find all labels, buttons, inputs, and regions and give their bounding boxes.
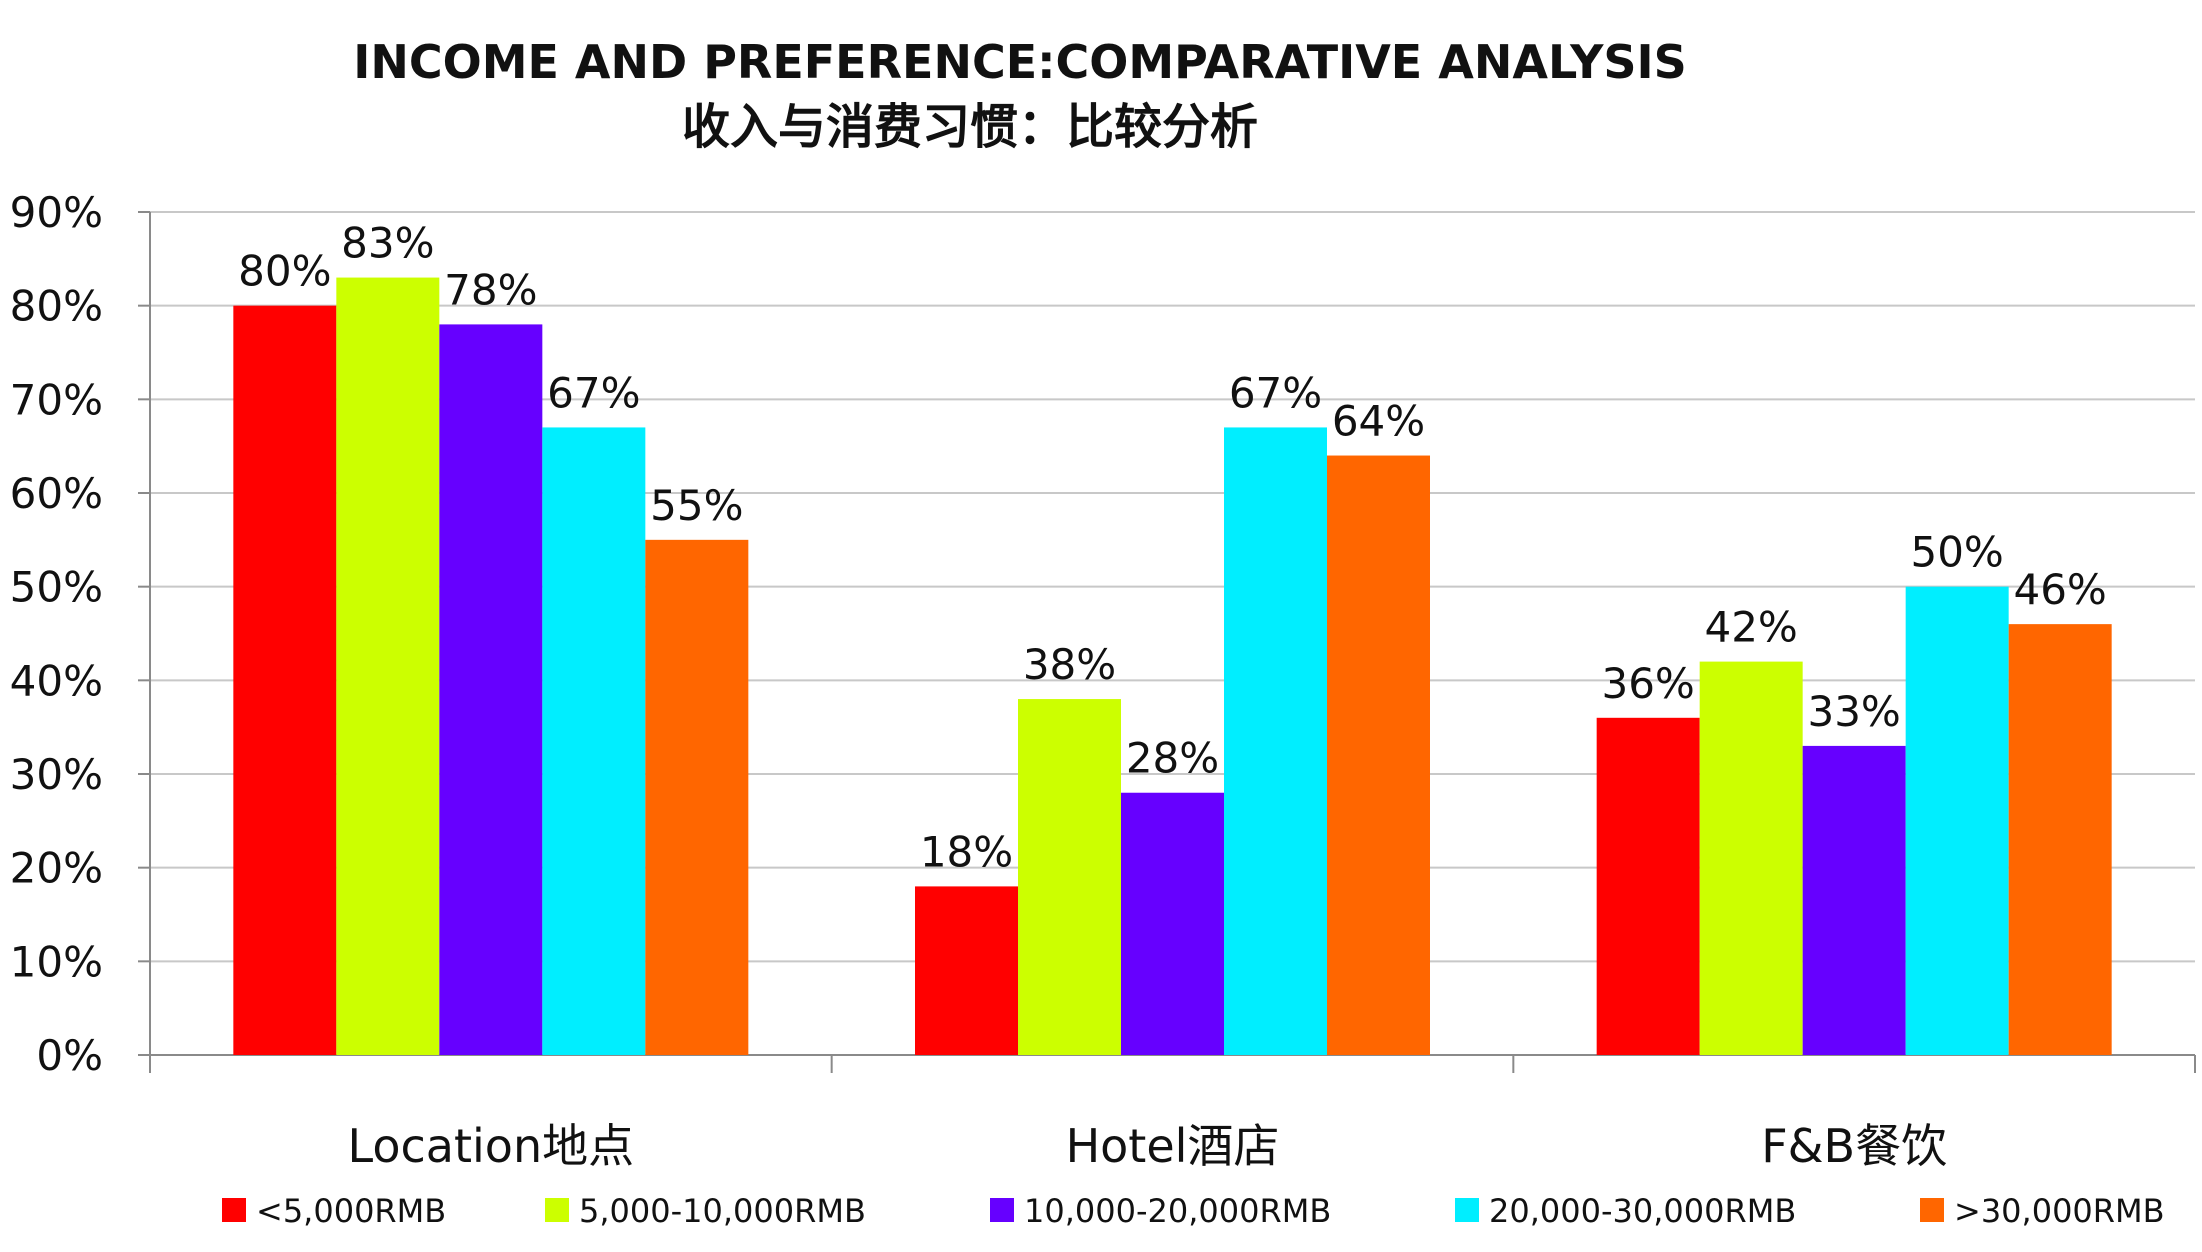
legend-swatch (1920, 1198, 1944, 1222)
bar-value-label: 46% (2013, 565, 2106, 614)
category-label: Location地点 (348, 1119, 635, 1173)
bars (233, 277, 2112, 1056)
bar (542, 427, 646, 1055)
legend-swatch (990, 1198, 1014, 1222)
bar (336, 277, 440, 1056)
bar-value-label: 64% (1332, 397, 1425, 446)
data-labels: 80%83%78%67%55%18%38%28%67%64%36%42%33%5… (238, 219, 2107, 877)
bar (1121, 792, 1224, 1055)
bar-value-label: 38% (1023, 640, 1116, 689)
bar-value-label: 83% (341, 219, 434, 268)
legend-swatch (545, 1198, 569, 1222)
legend-swatch (1455, 1198, 1479, 1222)
bar-value-label: 33% (1807, 687, 1900, 736)
y-tick-label: 30% (10, 750, 103, 799)
bar (645, 539, 749, 1055)
bar-value-label: 78% (444, 265, 537, 314)
bar-value-label: 36% (1601, 659, 1694, 708)
bar (1802, 745, 1906, 1055)
bar-value-label: 67% (547, 368, 640, 417)
legend-label: >30,000RMB (1954, 1192, 2165, 1230)
y-tick-label: 80% (10, 282, 103, 331)
bar (1699, 661, 1803, 1055)
bar (2008, 624, 2112, 1055)
y-tick-label: 70% (10, 375, 103, 424)
bar-value-label: 18% (920, 827, 1013, 876)
bar (439, 324, 543, 1055)
bar (1327, 455, 1430, 1055)
bar (1905, 586, 2009, 1055)
legend-label: 20,000-30,000RMB (1489, 1192, 1796, 1230)
legend-label: <5,000RMB (256, 1192, 446, 1230)
category-label: Hotel酒店 (1066, 1119, 1280, 1173)
chart-title: INCOME AND PREFERENCE:COMPARATIVE ANALYS… (353, 35, 1687, 89)
y-tick-label: 90% (10, 188, 103, 237)
bar-value-label: 80% (238, 247, 331, 296)
y-tick-label: 10% (10, 937, 103, 986)
chart-subtitle: 收入与消费习惯：比较分析 (682, 99, 1258, 155)
legend-label: 5,000-10,000RMB (579, 1192, 866, 1230)
y-tick-label: 20% (10, 844, 103, 893)
bar-value-label: 50% (1910, 528, 2003, 577)
bar (1596, 717, 1700, 1055)
y-tick-label: 0% (36, 1031, 103, 1080)
legend: <5,000RMB 5,000-10,000RMB 10,000-20,000RMB… (222, 1192, 2165, 1230)
bar-value-label: 67% (1229, 368, 1322, 417)
legend-label: 10,000-20,000RMB (1024, 1192, 1331, 1230)
legend-swatch (222, 1198, 246, 1222)
y-tick-label: 60% (10, 469, 103, 518)
y-tick-label: 50% (10, 563, 103, 612)
bar (1018, 699, 1121, 1055)
y-tick-label: 40% (10, 656, 103, 705)
axes: 0% 10% 20% 30% 40% 50% 60% 70% 80% 90% Location地点 H… (10, 188, 2196, 1173)
bar-value-label: 42% (1704, 603, 1797, 652)
bar (915, 886, 1018, 1055)
bar (1224, 427, 1327, 1055)
bar-value-label: 28% (1126, 734, 1219, 783)
category-label: F&B餐饮 (1761, 1119, 1947, 1173)
bar (233, 305, 337, 1056)
bar-value-label: 55% (650, 481, 743, 530)
